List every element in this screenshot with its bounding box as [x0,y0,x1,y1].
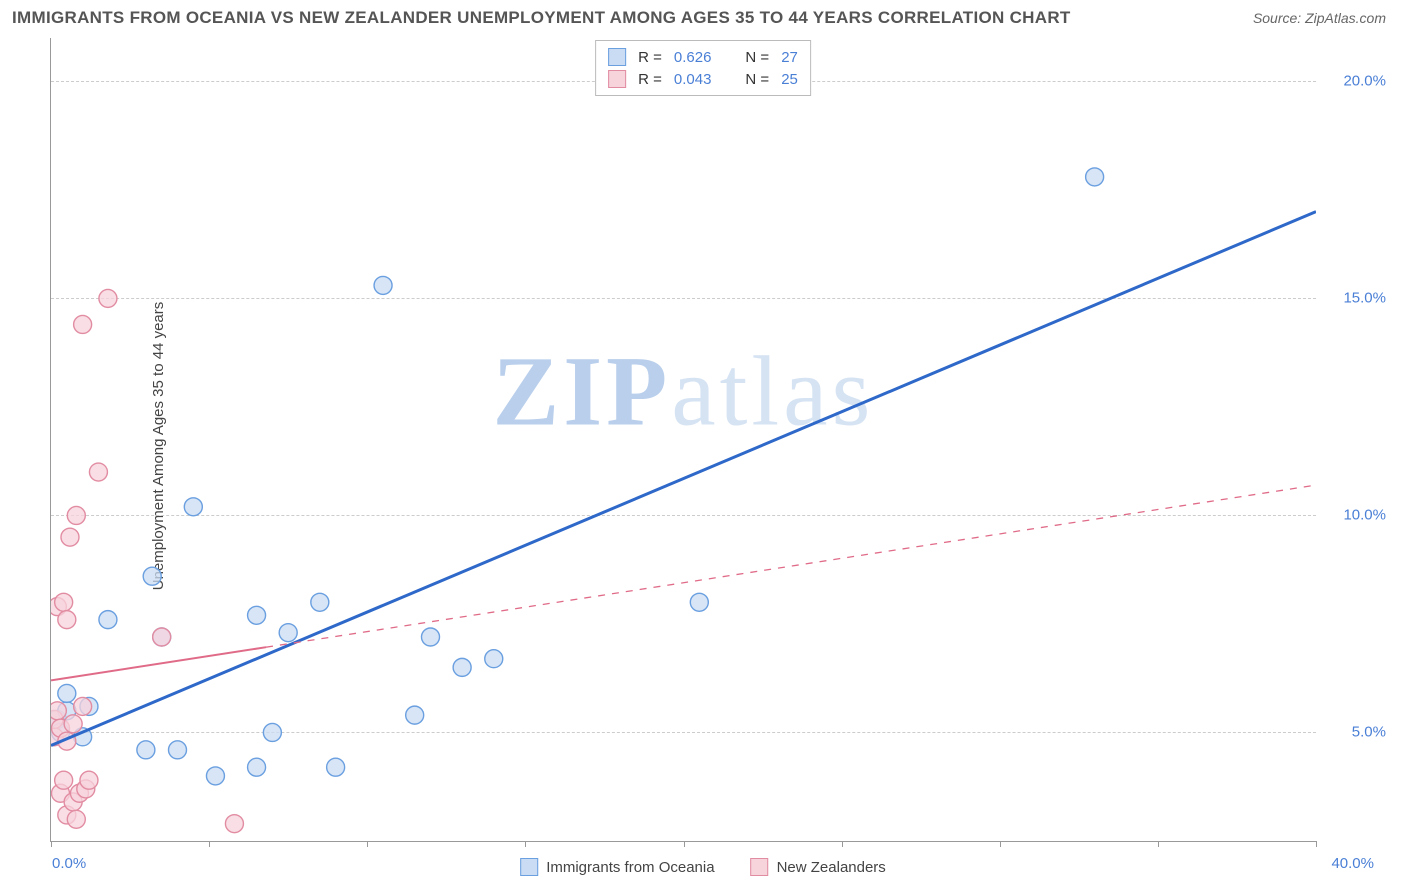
x-axis-min-label: 0.0% [52,855,86,872]
legend-stats-box: R = 0.626 N = 27 R = 0.043 N = 25 [595,40,811,96]
chart-plot-area: ZIPatlas 5.0%10.0%15.0%20.0% [50,38,1316,842]
legend-item-0: Immigrants from Oceania [520,858,714,876]
y-tick-label: 15.0% [1343,290,1386,307]
chart-title: IMMIGRANTS FROM OCEANIA VS NEW ZEALANDER… [12,8,1071,28]
y-tick-label: 5.0% [1352,724,1386,741]
legend-series-box: Immigrants from Oceania New Zealanders [520,858,886,876]
legend-item-label: New Zealanders [777,859,886,876]
y-tick-label: 10.0% [1343,507,1386,524]
x-axis-max-label: 40.0% [1331,855,1374,872]
swatch-icon [608,70,626,88]
swatch-icon [608,48,626,66]
legend-item-1: New Zealanders [751,858,886,876]
swatch-icon [520,858,538,876]
legend-stats-row-1: R = 0.043 N = 25 [608,68,798,90]
scatter-plot-svg [51,38,1316,841]
legend-item-label: Immigrants from Oceania [546,859,714,876]
y-tick-label: 20.0% [1343,73,1386,90]
swatch-icon [751,858,769,876]
legend-stats-row-0: R = 0.626 N = 27 [608,46,798,68]
source-label: Source: ZipAtlas.com [1253,10,1386,26]
